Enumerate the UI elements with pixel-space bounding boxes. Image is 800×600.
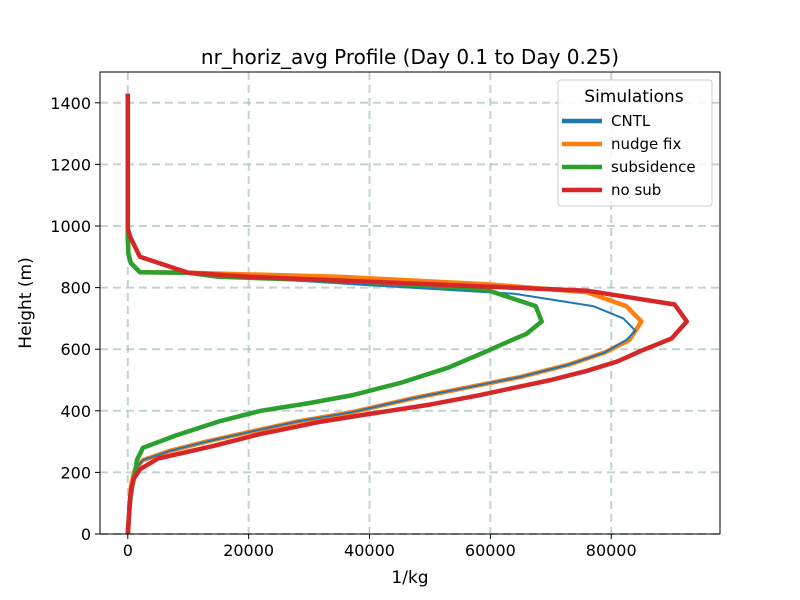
legend-items: CNTL nudge fix subsidence no sub: [562, 112, 696, 199]
y-tick-label: 1200: [50, 155, 91, 174]
x-tick-label: 40000: [344, 541, 395, 560]
plot-frame: [99, 71, 721, 535]
y-tick-label: 800: [60, 279, 91, 298]
axis-ticks: 0 20000 40000 60000 80000 0 200 400 600 800 1000 12…: [50, 94, 636, 560]
y-tick-label: 400: [60, 402, 91, 421]
y-tick-label: 600: [60, 340, 91, 359]
y-tick-label: 1400: [50, 94, 91, 113]
x-axis-label: 1/kg: [391, 568, 428, 588]
x-tick-label: 20000: [223, 541, 274, 560]
y-tick-label: 200: [60, 463, 91, 482]
legend-title: Simulations: [584, 87, 684, 107]
x-tick-label: 80000: [586, 541, 637, 560]
legend: Simulations CNTL nudge fix subsidence no su…: [557, 79, 713, 207]
legend-label: nudge fix: [611, 135, 682, 153]
grid: [100, 72, 720, 535]
x-tick-label: 60000: [465, 541, 516, 560]
legend-box: [557, 79, 713, 207]
x-tick-label: 0: [123, 541, 133, 560]
legend-label: no sub: [611, 181, 661, 199]
y-axis-label: Height (m): [16, 257, 36, 348]
series-lines: [125, 93, 690, 535]
y-tick-label: 1000: [50, 217, 91, 236]
legend-label: subsidence: [611, 158, 696, 176]
y-tick-label: 0: [81, 525, 91, 544]
series-line-no-sub: [125, 93, 690, 535]
legend-label: CNTL: [611, 112, 651, 130]
chart-title: nr_horiz_avg Profile (Day 0.1 to Day 0.2…: [201, 45, 619, 69]
